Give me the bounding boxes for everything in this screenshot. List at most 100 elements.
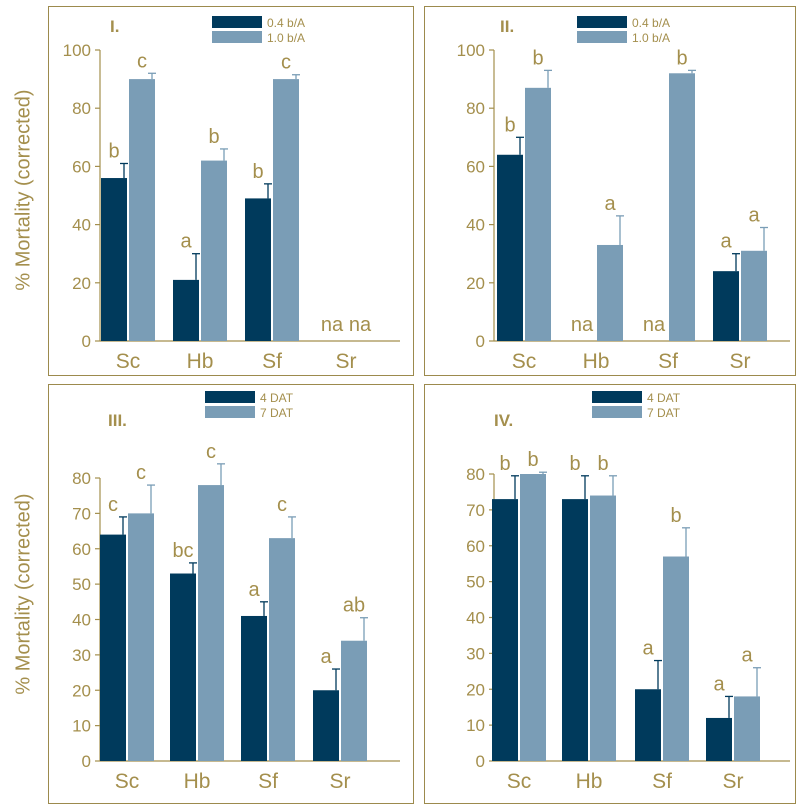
significance-letter: a [741, 645, 753, 667]
legend-label: 7 DAT [260, 406, 294, 420]
y-tick-label: 20 [466, 274, 485, 293]
bar [101, 178, 127, 341]
y-tick-label: 0 [476, 332, 485, 351]
significance-letter: b [569, 453, 580, 475]
significance-letter: na [643, 314, 666, 336]
panel-label: II. [500, 17, 514, 36]
y-tick-label: 40 [72, 611, 91, 630]
bar [269, 538, 295, 761]
bar [313, 690, 339, 761]
bar [525, 87, 551, 341]
x-tick-label: Sr [730, 350, 751, 373]
y-tick-label: 20 [72, 681, 91, 700]
legend-swatch [592, 391, 642, 403]
bar [741, 250, 767, 341]
legend-swatch [212, 31, 262, 43]
y-tick-label: 100 [63, 41, 91, 60]
x-tick-label: Sc [507, 770, 532, 793]
significance-letter: c [277, 494, 287, 516]
legend-swatch [205, 406, 255, 418]
panel-frame-i [48, 6, 414, 376]
x-tick-label: Hb [184, 770, 211, 793]
x-tick-label: Sc [512, 350, 537, 373]
x-tick-label: Hb [576, 770, 603, 793]
legend-label: 4 DAT [260, 391, 294, 405]
significance-letter: b [597, 453, 608, 475]
y-tick-label: 10 [466, 716, 485, 735]
y-tick-label: 0 [476, 752, 485, 771]
significance-letter: b [499, 453, 510, 475]
y-tick-label: 70 [466, 501, 485, 520]
bar [497, 154, 523, 341]
y-tick-label: 70 [72, 504, 91, 523]
legend-swatch [577, 31, 627, 43]
bar [520, 474, 546, 761]
significance-letter: a [248, 579, 260, 601]
significance-letter: c [136, 462, 146, 484]
bar [198, 485, 224, 761]
y-tick-label: 100 [457, 41, 485, 60]
panel-frame-iii [48, 384, 414, 804]
bar [713, 271, 739, 341]
significance-letter: b [108, 140, 119, 162]
bar [663, 556, 689, 761]
y-tick-label: 80 [466, 465, 485, 484]
y-tick-label: 40 [466, 609, 485, 628]
panel-frame-ii [424, 6, 796, 376]
significance-letter: c [206, 441, 216, 463]
x-tick-label: Sc [116, 350, 141, 373]
significance-letter: ab [343, 595, 365, 617]
panel-label: I. [110, 17, 119, 36]
legend-label: 7 DAT [647, 406, 681, 420]
x-tick-label: Sf [258, 770, 278, 793]
y-tick-label: 50 [72, 575, 91, 594]
legend-swatch [592, 406, 642, 418]
significance-letter: bc [172, 540, 193, 562]
legend-swatch [577, 16, 627, 28]
y-tick-label: 20 [466, 680, 485, 699]
y-tick-label: 30 [72, 646, 91, 665]
significance-letter: b [676, 47, 687, 69]
bar [100, 534, 126, 761]
y-tick-label: 50 [466, 573, 485, 592]
bar [492, 499, 518, 761]
significance-letter: a [604, 193, 616, 215]
y-tick-label: 60 [466, 157, 485, 176]
bar [597, 244, 623, 341]
y-tick-label: 20 [72, 274, 91, 293]
bar [706, 717, 732, 761]
y-tick-label: 80 [466, 99, 485, 118]
significance-letter: a [720, 231, 732, 253]
y-tick-label: 80 [72, 469, 91, 488]
bar [173, 279, 199, 341]
bar [669, 73, 695, 341]
legend-label: 0.4 b/A [267, 16, 305, 30]
significance-letter: a [642, 638, 654, 660]
y-tick-label: 40 [466, 216, 485, 235]
bar [341, 640, 367, 761]
panel-label: IV. [494, 411, 513, 430]
significance-letter: a [320, 646, 332, 668]
bar [273, 79, 299, 341]
y-tick-label: 60 [72, 540, 91, 559]
bar [128, 513, 154, 761]
legend-label: 1.0 b/A [267, 31, 305, 45]
bar [635, 689, 661, 761]
y-tick-label: 80 [72, 99, 91, 118]
significance-letter: c [281, 52, 291, 74]
bar [245, 198, 271, 341]
y-tick-label: 10 [72, 717, 91, 736]
significance-letter: b [208, 126, 219, 148]
x-tick-label: Sc [115, 770, 140, 793]
significance-letter: c [108, 494, 118, 516]
bar [734, 696, 760, 761]
y-tick-label: 0 [82, 752, 91, 771]
x-tick-label: Sf [652, 770, 672, 793]
bar [201, 160, 227, 341]
y-tick-label: 0 [82, 332, 91, 351]
significance-letter: b [504, 114, 515, 136]
x-tick-label: Sf [262, 350, 282, 373]
legend-label: 1.0 b/A [632, 31, 670, 45]
significance-letter: na [571, 314, 594, 336]
